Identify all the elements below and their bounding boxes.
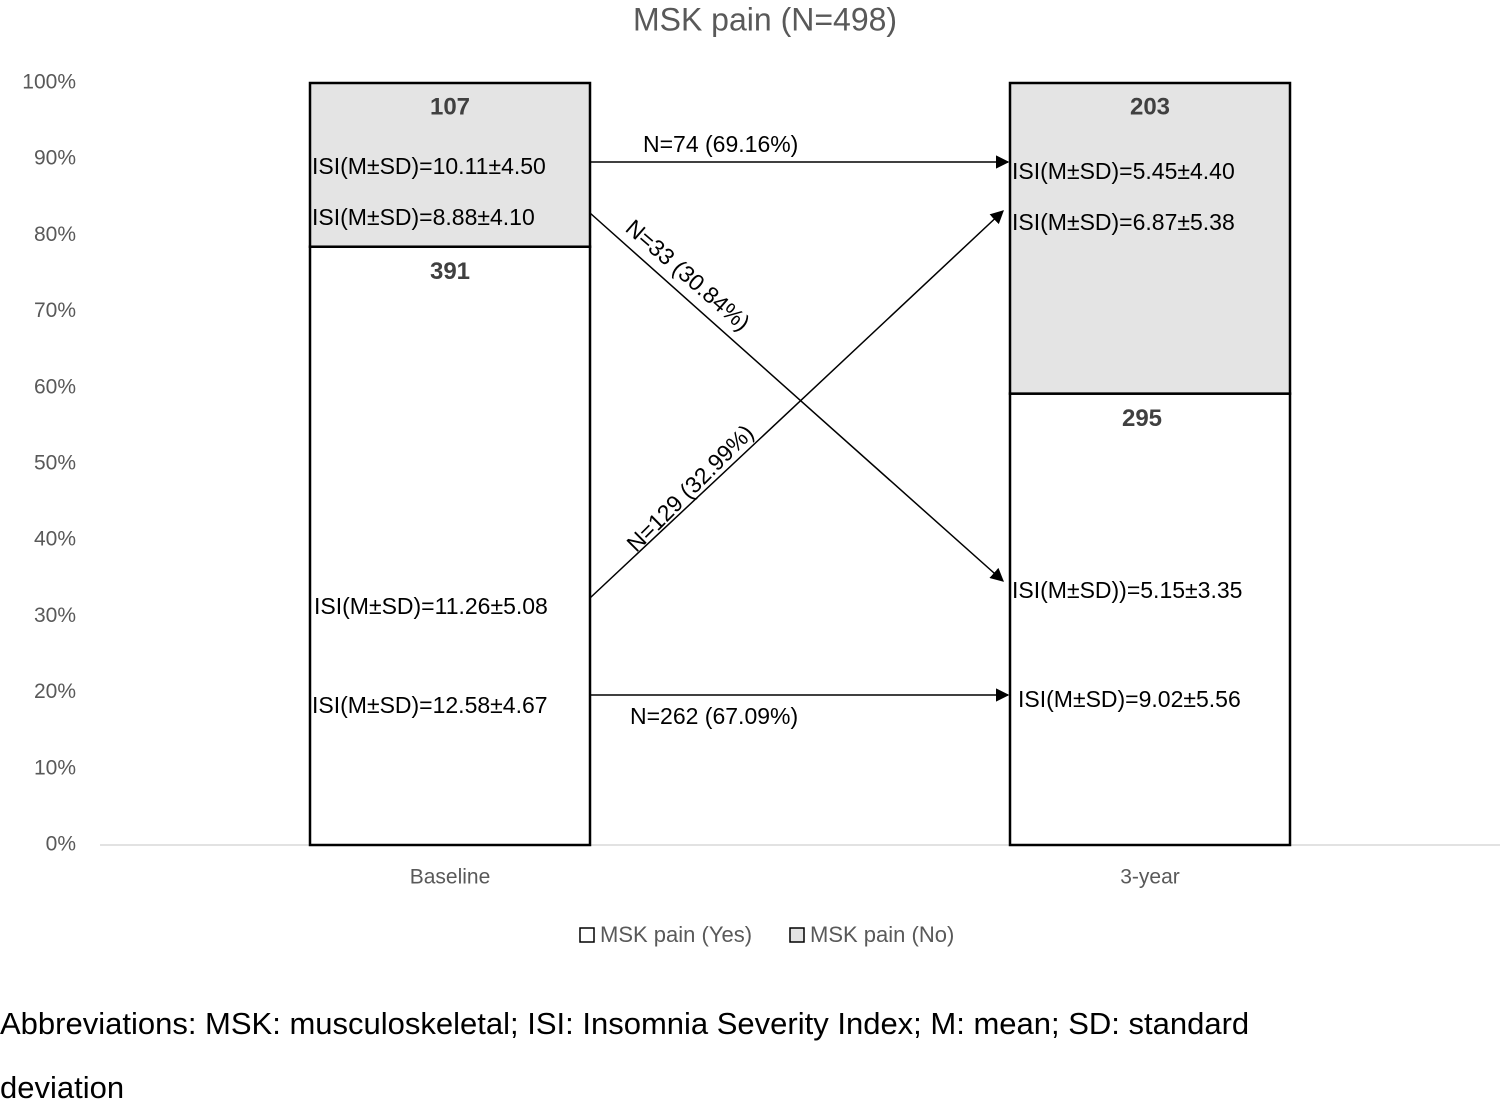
bar-segment	[1008, 81, 1292, 395]
annotation: ISI(M±SD)=12.58±4.67	[312, 692, 548, 718]
y-tick-label: 0%	[46, 833, 76, 856]
x-tick-label: Baseline	[410, 866, 491, 889]
y-tick-label: 100%	[22, 71, 76, 94]
annotation: N=74 (69.16%)	[643, 131, 799, 157]
y-tick-label: 90%	[34, 147, 76, 170]
annotation: ISI(M±SD)=6.87±5.38	[1012, 209, 1235, 235]
y-tick-label: 10%	[34, 756, 76, 779]
bar-segment	[1008, 392, 1292, 847]
data-label: 203	[1130, 93, 1170, 120]
data-label: 107	[430, 93, 470, 120]
annotation: ISI(M±SD)=10.11±4.50	[312, 153, 546, 179]
legend-swatch	[789, 927, 805, 943]
y-tick-label: 60%	[34, 375, 76, 398]
annotation: ISI(M±SD)=5.45±4.40	[1012, 158, 1235, 184]
data-label: 295	[1122, 405, 1162, 432]
chart: MSK pain (N=498) 0% 10% 20% 30% 40% 50% 60% 70%…	[22, 1, 1500, 947]
y-tick-label: 40%	[34, 528, 76, 551]
legend-label: MSK pain (Yes)	[600, 922, 752, 947]
chart-title: MSK pain (N=498)	[633, 1, 897, 37]
y-tick-label: 50%	[34, 452, 76, 475]
y-tick-label: 80%	[34, 223, 76, 246]
x-tick-label: 3-year	[1120, 866, 1180, 889]
arrow	[589, 210, 1004, 599]
legend-swatch	[579, 927, 595, 943]
y-tick-label: 70%	[34, 299, 76, 322]
annotation: ISI(M±SD))=5.15±3.35	[1012, 577, 1243, 603]
legend-label: MSK pain (No)	[810, 922, 954, 947]
footnote: Abbreviations: MSK: musculoskeletal; ISI…	[0, 1006, 1250, 1105]
bar-segment	[308, 81, 592, 248]
annotation: ISI(M±SD)=9.02±5.56	[1018, 686, 1241, 712]
annotation: N=262 (67.09%)	[630, 703, 799, 729]
y-tick-label: 30%	[34, 604, 76, 627]
arrow	[589, 212, 1005, 582]
y-tick-label: 20%	[34, 680, 76, 703]
annotation: ISI(M±SD)=11.26±5.08	[314, 593, 548, 619]
data-label: 391	[430, 258, 470, 285]
annotation: ISI(M±SD)=8.88±4.10	[312, 204, 535, 230]
bar-segment	[308, 245, 592, 847]
